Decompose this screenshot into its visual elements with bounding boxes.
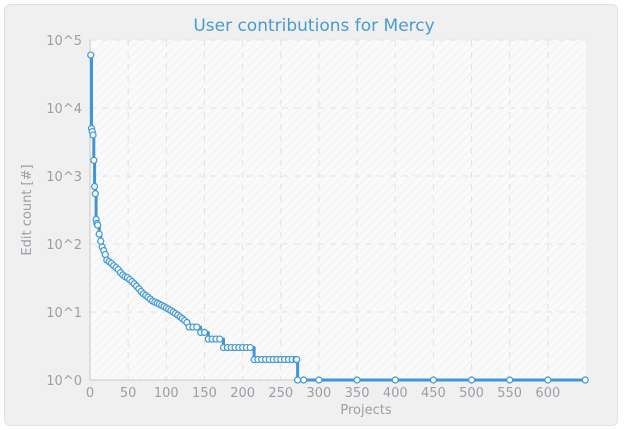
x-tick-labels: 0 50 100 150 200 250 300 350 400 450 500 550 600 <box>86 386 560 401</box>
data-point[interactable] <box>95 230 103 238</box>
data-point[interactable] <box>581 376 589 384</box>
y-tick-label: 10^5 <box>46 34 82 49</box>
x-axis-label: Projects <box>340 403 391 418</box>
data-point[interactable] <box>246 343 254 352</box>
x-tick-label: 450 <box>421 386 446 401</box>
x-tick-label: 500 <box>459 386 484 401</box>
data-point[interactable] <box>293 376 302 384</box>
data-point[interactable] <box>90 156 98 164</box>
series-group <box>87 51 589 384</box>
data-point[interactable] <box>506 376 514 384</box>
y-tick-label: 10^2 <box>46 238 82 253</box>
data-point[interactable] <box>315 376 323 384</box>
x-tick-label: 350 <box>345 386 370 401</box>
data-point[interactable] <box>429 376 437 384</box>
plot-area <box>90 40 586 380</box>
data-point[interactable] <box>87 51 95 59</box>
x-tick-label: 0 <box>86 386 94 401</box>
x-tick-label: 600 <box>535 386 560 401</box>
x-tick-label: 250 <box>268 386 293 401</box>
y-axis-label: Edit count [#] <box>20 164 35 255</box>
data-point[interactable] <box>300 376 308 384</box>
data-point[interactable] <box>91 190 99 198</box>
y-tick-label: 10^0 <box>46 374 82 389</box>
y-tick-label: 10^4 <box>46 102 82 117</box>
y-tick-label: 10^1 <box>46 306 82 321</box>
data-point[interactable] <box>193 323 201 331</box>
y-tick-labels: 10^0 10^1 10^2 10^3 10^4 10^5 <box>46 34 82 389</box>
data-point[interactable] <box>89 131 97 139</box>
data-point[interactable] <box>391 376 399 384</box>
data-point[interactable] <box>544 376 552 384</box>
data-point[interactable] <box>467 376 476 384</box>
x-tick-label: 200 <box>230 386 255 401</box>
x-tick-label: 400 <box>383 386 408 401</box>
data-point[interactable] <box>90 182 99 191</box>
x-tick-label: 550 <box>497 386 522 401</box>
x-tick-label: 300 <box>307 386 332 401</box>
data-point[interactable] <box>353 376 361 384</box>
x-tick-label: 100 <box>154 386 179 401</box>
data-point[interactable] <box>293 355 301 364</box>
x-tick-label: 50 <box>120 386 137 401</box>
data-point[interactable] <box>97 237 105 245</box>
data-point[interactable] <box>216 335 224 343</box>
data-point[interactable] <box>200 328 209 337</box>
x-tick-label: 150 <box>192 386 217 401</box>
data-point[interactable] <box>94 221 102 229</box>
chart-title: User contributions for Mercy <box>193 16 434 36</box>
y-tick-label: 10^3 <box>46 170 82 185</box>
